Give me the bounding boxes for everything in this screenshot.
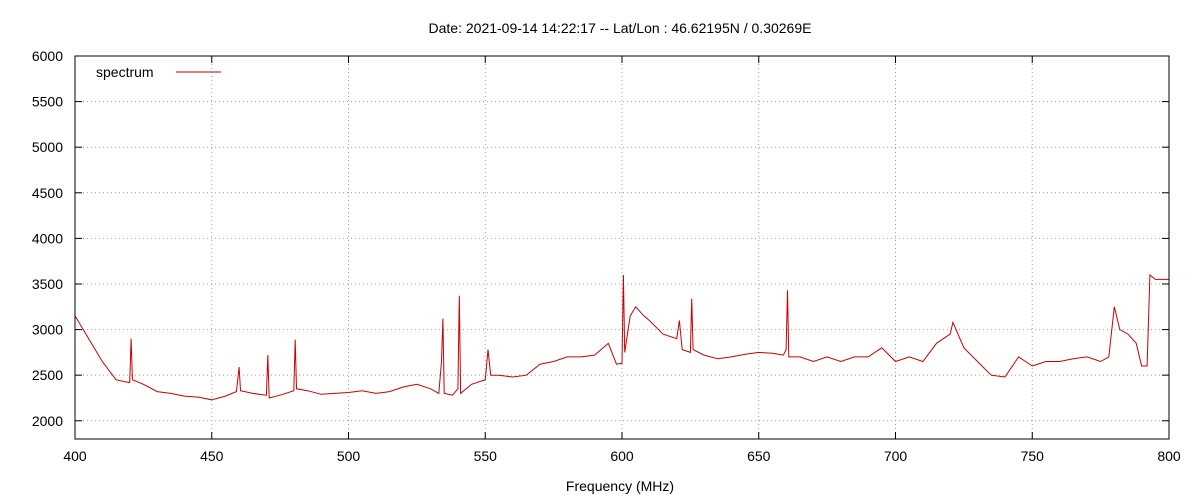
x-tick-label: 800 bbox=[1157, 448, 1181, 464]
y-tick-label: 4500 bbox=[32, 185, 63, 201]
y-tick-label: 4000 bbox=[32, 230, 63, 246]
x-axis-ticks: 400 450 500 550 600 650 700 750 800 bbox=[63, 56, 1181, 464]
x-tick-label: 450 bbox=[200, 448, 224, 464]
x-tick-label: 700 bbox=[884, 448, 908, 464]
y-tick-label: 5000 bbox=[32, 139, 63, 155]
x-axis-label: Frequency (MHz) bbox=[566, 478, 674, 494]
x-tick-label: 750 bbox=[1021, 448, 1045, 464]
legend: spectrum bbox=[96, 64, 221, 80]
y-tick-label: 3000 bbox=[32, 322, 63, 338]
x-tick-label: 650 bbox=[747, 448, 771, 464]
y-tick-label: 5500 bbox=[32, 94, 63, 110]
y-tick-label: 6000 bbox=[32, 48, 63, 64]
x-tick-label: 500 bbox=[337, 448, 361, 464]
y-tick-label: 2000 bbox=[32, 413, 63, 429]
y-axis-ticks: 2000 2500 3000 3500 4000 4500 5000 5500 6000 bbox=[32, 48, 1169, 429]
x-tick-label: 600 bbox=[610, 448, 634, 464]
y-tick-label: 2500 bbox=[32, 367, 63, 383]
x-tick-label: 550 bbox=[474, 448, 498, 464]
x-tick-label: 400 bbox=[63, 448, 87, 464]
spectrum-line bbox=[74, 273, 1169, 401]
chart-title: Date: 2021-09-14 14:22:17 -- Lat/Lon : 4… bbox=[429, 20, 812, 36]
legend-label: spectrum bbox=[96, 64, 154, 80]
plot-frame bbox=[74, 55, 1170, 440]
y-tick-label: 3500 bbox=[32, 276, 63, 292]
grid-lines bbox=[75, 56, 1169, 439]
